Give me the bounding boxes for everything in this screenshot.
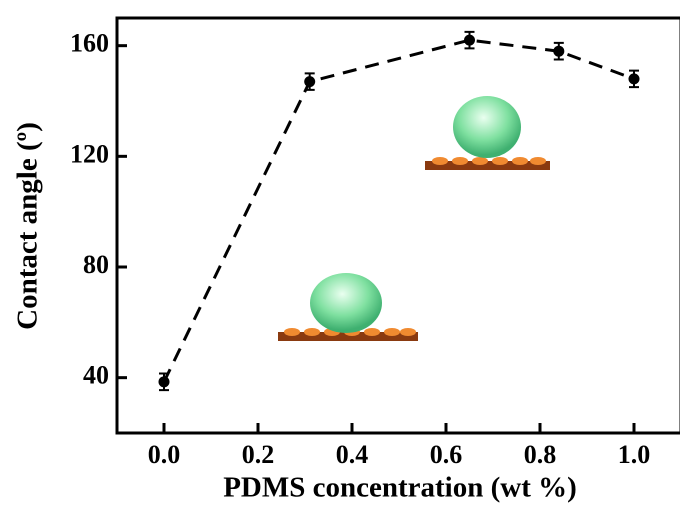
x-tick-label: 0.8 bbox=[524, 440, 557, 469]
page: {"chart_data": {"type": "line", "x_label… bbox=[0, 0, 680, 507]
x-tick-label: 0.2 bbox=[242, 440, 275, 469]
x-axis-label: PDMS concentration (wt %) bbox=[223, 472, 577, 504]
inset-low bbox=[278, 273, 418, 341]
data-point bbox=[553, 46, 564, 57]
data-point bbox=[464, 35, 475, 46]
y-tick-label: 40 bbox=[83, 361, 109, 390]
chart: PDMS concentration (wt %) Contact angle … bbox=[0, 0, 680, 507]
x-tick-label: 0.4 bbox=[336, 440, 369, 469]
x-tick-label: 0.0 bbox=[148, 440, 181, 469]
y-axis-label: Contact angle (º) bbox=[12, 122, 44, 330]
data-point bbox=[159, 376, 170, 387]
inset-high bbox=[425, 96, 550, 170]
x-tick-label: 1.0 bbox=[618, 440, 651, 469]
y-tick-label: 80 bbox=[83, 250, 109, 279]
x-tick-label: 0.6 bbox=[430, 440, 463, 469]
plot-frame bbox=[117, 18, 680, 433]
data-point bbox=[629, 73, 640, 84]
data-point bbox=[304, 76, 315, 87]
y-tick-label: 160 bbox=[70, 29, 109, 58]
y-tick-label: 120 bbox=[70, 139, 109, 168]
